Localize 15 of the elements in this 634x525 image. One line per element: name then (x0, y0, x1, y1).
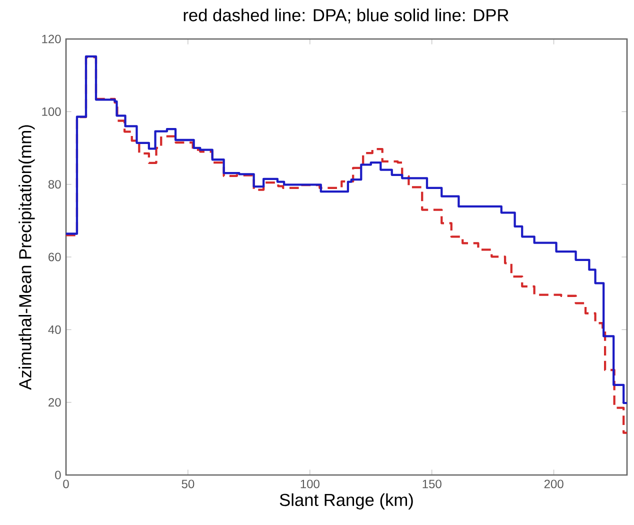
x-tick-label: 100 (300, 480, 320, 488)
y-tick-label: 40 (48, 325, 61, 334)
x-tick-label: 0 (63, 480, 69, 488)
y-tick-label: 80 (48, 180, 61, 189)
y-tick-label: 0 (55, 470, 61, 480)
x-tick-label: 150 (422, 480, 442, 488)
y-tick-label: 100 (42, 107, 61, 116)
y-axis-title: Azimuthal-Mean Precipitation(mm) (18, 125, 35, 390)
x-tick-label: 50 (182, 480, 194, 488)
chart-title: red dashed line: DPA; blue solid line: DPR (184, 8, 508, 24)
x-tick-label: 200 (544, 480, 564, 488)
x-axis-title: Slant Range (km) (280, 493, 413, 510)
y-tick-label: 120 (42, 34, 61, 44)
y-tick-label: 20 (48, 398, 61, 407)
y-tick-label: 60 (48, 252, 61, 262)
